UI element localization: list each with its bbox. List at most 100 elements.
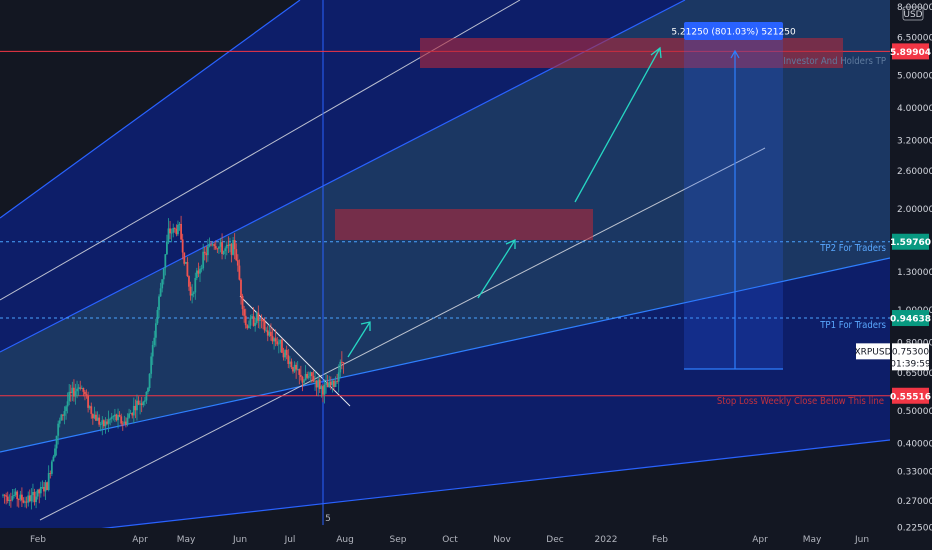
candle-body xyxy=(151,344,154,357)
candle-body xyxy=(57,423,60,436)
candle-body xyxy=(322,386,324,395)
candle-body xyxy=(71,387,74,393)
candle-body xyxy=(273,338,275,342)
projection-arrow-short-head xyxy=(360,321,371,331)
candle-body xyxy=(285,350,288,356)
candle-body xyxy=(35,496,37,503)
candle-body xyxy=(60,414,63,421)
candle-body xyxy=(8,499,11,501)
projection-arrow-long xyxy=(574,47,661,203)
candle-body xyxy=(227,244,230,246)
candle-body xyxy=(129,413,132,414)
current-price-value: 0.75300 xyxy=(892,347,929,357)
level-badge-tp1-text: 0.94638 xyxy=(890,315,931,325)
candle-body xyxy=(271,336,274,342)
candle-body xyxy=(49,473,52,474)
candle-body xyxy=(46,482,49,491)
candle-body xyxy=(147,387,149,392)
candle-body xyxy=(202,251,205,269)
candle-body xyxy=(128,413,130,418)
candle-body xyxy=(24,501,26,503)
current-price-badge xyxy=(892,343,929,371)
candle-body xyxy=(178,223,181,225)
candle-body xyxy=(167,228,170,242)
candle-body xyxy=(260,319,263,321)
candle-body xyxy=(317,379,320,388)
candle-body xyxy=(156,310,159,324)
tp1-annotation: TP1 For Traders xyxy=(819,320,886,331)
projection-arrow-mid-head xyxy=(505,238,516,249)
candle-body xyxy=(145,391,148,401)
candle-body xyxy=(39,486,42,494)
candle-body xyxy=(189,286,192,296)
candle-body xyxy=(244,315,247,326)
candle-body xyxy=(87,395,90,408)
candle-body xyxy=(13,494,15,497)
candle-body xyxy=(200,268,203,270)
x-tick-label: Jul xyxy=(284,535,296,545)
candle-body xyxy=(172,228,175,233)
candle-body xyxy=(118,415,121,417)
candle-body xyxy=(25,501,28,503)
candle-body xyxy=(304,373,307,381)
candle-body xyxy=(236,260,239,266)
candle-body xyxy=(342,362,345,364)
candle-body xyxy=(154,323,157,338)
candle-body xyxy=(74,391,77,397)
candle-body xyxy=(254,322,257,326)
candle-body xyxy=(309,372,312,377)
candle-body xyxy=(281,339,283,353)
x-tick-label: Feb xyxy=(652,535,668,545)
candle-body xyxy=(80,387,83,389)
candle-body xyxy=(107,419,110,424)
candle-body xyxy=(99,424,102,426)
candle-body xyxy=(210,244,212,246)
candle-body xyxy=(54,448,56,457)
symbol-label: XRPUSD xyxy=(854,347,891,357)
trader-target-zone xyxy=(335,209,593,240)
y-tick-label: 5.00000 xyxy=(897,71,932,81)
candle-body xyxy=(115,414,118,421)
currency-badge[interactable] xyxy=(902,6,924,21)
candle-body xyxy=(197,270,200,274)
candle-body xyxy=(314,380,316,382)
channel-lower-line xyxy=(0,257,891,453)
candle-body xyxy=(104,421,107,427)
projection-arrow-mid xyxy=(477,239,516,299)
y-tick-label: 3.20000 xyxy=(897,137,932,147)
candle-body xyxy=(299,374,302,377)
candle-body xyxy=(325,382,327,386)
candle-body xyxy=(181,239,184,253)
candle-body xyxy=(61,414,64,416)
candle-body xyxy=(132,405,135,416)
candle-body xyxy=(101,420,104,425)
x-tick-label: May xyxy=(177,535,196,545)
x-tick-label: Nov xyxy=(493,535,511,545)
candle-body xyxy=(186,261,189,277)
x-tick-label: Feb xyxy=(30,535,46,545)
candle-body xyxy=(323,385,326,395)
candle-body xyxy=(270,331,272,337)
candle-body xyxy=(337,372,340,382)
candle-body xyxy=(79,387,82,389)
candle-body xyxy=(173,228,176,229)
candle-body xyxy=(184,261,187,264)
candle-body xyxy=(112,416,115,417)
candle-body xyxy=(2,494,4,496)
candle-body xyxy=(238,265,241,280)
candle-body xyxy=(255,312,258,323)
candle-body xyxy=(295,364,298,370)
x-tick-label: 2022 xyxy=(595,535,618,545)
candle-body xyxy=(252,316,255,326)
candle-body xyxy=(33,491,36,503)
candle-body xyxy=(263,321,266,331)
candle-body xyxy=(95,414,97,421)
candle-body xyxy=(161,279,164,289)
candle-body xyxy=(183,252,186,264)
candle-body xyxy=(288,361,291,364)
candle-body xyxy=(331,380,334,386)
candle-body xyxy=(276,341,279,345)
candle-body xyxy=(279,339,282,344)
white-trend-line xyxy=(39,147,766,521)
